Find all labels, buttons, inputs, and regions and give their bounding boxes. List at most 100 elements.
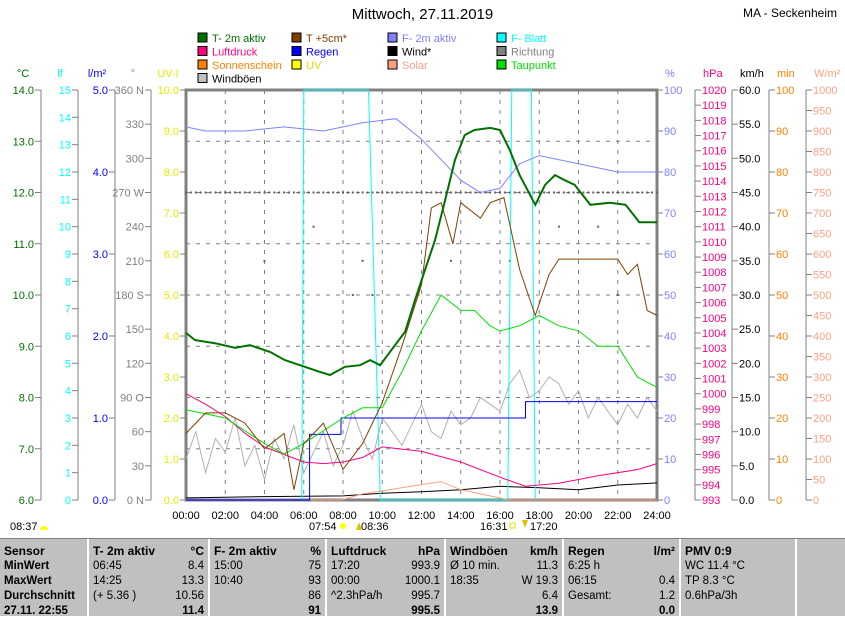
axis-tick-label: 250 <box>813 393 831 405</box>
axis-tick-label: 999 <box>702 404 720 416</box>
legend-swatch <box>387 32 398 43</box>
axis-tick-label: 50 <box>664 290 676 302</box>
axis-tick-label: 13.0 <box>13 136 34 148</box>
direction-dot <box>332 191 335 194</box>
axis-tick-label: 10.0 <box>158 85 179 97</box>
direction-dot <box>538 191 541 194</box>
direction-dot <box>376 191 379 194</box>
table-cell: 995.5 <box>331 604 440 619</box>
table-cell: (+ 5.36 ) 10.56 <box>93 589 204 604</box>
direction-dot <box>263 191 266 194</box>
axis-tick-label: 998 <box>702 419 720 431</box>
cell-value: hPa <box>417 544 440 558</box>
direction-dot <box>494 191 497 194</box>
axis-tick-label: 100 <box>813 454 831 466</box>
table-cell: 17:20 993.9 <box>331 559 440 574</box>
cell-label: Regen <box>568 544 605 558</box>
axis-tick-label: 5.0 <box>93 85 108 97</box>
x-tick-label: 22:00 <box>604 510 632 522</box>
direction-dot <box>503 191 506 194</box>
direction-dot <box>646 191 649 194</box>
axis-unit-rain: l/m² <box>88 68 107 80</box>
cell-label: WC 11.4 °C <box>685 560 745 572</box>
direction-dot <box>415 191 418 194</box>
legend-label-12: Windböen <box>212 74 262 86</box>
axis-tick-label: 90 <box>664 126 676 138</box>
series-solar <box>186 481 657 501</box>
direction-dot <box>489 191 492 194</box>
direction-dot <box>405 191 408 194</box>
cell-value: 91 <box>308 605 321 617</box>
legend-label-9: UV <box>306 60 322 72</box>
direction-dot <box>616 294 619 296</box>
cell-label: 06:15 <box>568 575 597 587</box>
axis-tick-label: 4.0 <box>164 331 179 343</box>
cell-label: 17:20 <box>331 560 360 572</box>
table-cell: MaxWert <box>4 574 83 589</box>
direction-dot <box>199 191 202 194</box>
axis-tick-label: 60 <box>664 249 676 261</box>
axis-tick-label: 30 <box>664 372 676 384</box>
arrow-down-icon <box>522 520 528 528</box>
legend-label-3: F- Blatt <box>511 33 546 45</box>
direction-dot <box>420 191 423 194</box>
cell-label: PMV 0:9 <box>685 544 732 558</box>
legend-label-4: Luftdruck <box>212 47 258 59</box>
cell-value: 10.56 <box>175 590 204 602</box>
legend-label-11: Taupunkt <box>511 60 556 72</box>
table-cell: TP 8.3 °C <box>685 574 791 589</box>
cell-label: 10:40 <box>214 575 243 587</box>
cell-label: MinWert <box>4 560 50 572</box>
direction-dot <box>435 191 438 194</box>
direction-dot <box>636 191 639 194</box>
direction-dot <box>597 191 600 194</box>
axis-tick-label: 150 <box>813 434 831 446</box>
axis-tick-label: 7 <box>65 304 71 316</box>
axis-tick-label: 13 <box>59 140 71 152</box>
axis-tick-label: 1012 <box>702 206 726 218</box>
chart-title: Mittwoch, 27.11.2019 <box>351 6 494 23</box>
axis-tick-label: 11.0 <box>13 239 34 251</box>
axis-tick-label: 2.0 <box>93 331 108 343</box>
axis-tick-label: 1019 <box>702 100 726 112</box>
cell-label: T- 2m aktiv <box>93 544 156 558</box>
axis-wm2: W/m²100095090085080075070065060055050045… <box>805 68 841 507</box>
table-cell: T- 2m aktiv °C <box>93 544 204 559</box>
cell-label: F- 2m aktiv <box>214 544 277 558</box>
direction-dot <box>552 191 555 194</box>
direction-dot <box>562 191 565 194</box>
table-cell: Sensor <box>4 544 83 559</box>
axis-tick-label: 1009 <box>702 252 726 264</box>
axis-tick-label: 1014 <box>702 176 726 188</box>
table-cell: 6:25 h <box>568 559 675 574</box>
table-cell: 18:35 W 19.3 <box>450 574 558 589</box>
direction-dot <box>258 191 261 194</box>
legend-swatch <box>197 59 208 70</box>
axis-tick-label: 180 S <box>115 290 144 302</box>
axis-tick-label: 1008 <box>702 267 726 279</box>
axis-rain: l/m² 5.0 4.0 3.0 2.0 1.0 0.0 <box>88 68 116 507</box>
direction-dot <box>366 191 369 194</box>
cell-value: l/m² <box>653 544 675 558</box>
axis-unit-wm2: W/m² <box>814 68 841 80</box>
direction-dot <box>513 191 516 194</box>
cell-value: 93 <box>308 575 321 587</box>
axis-tick-label: 650 <box>813 229 831 241</box>
cell-label: Durchschnitt <box>4 590 75 602</box>
axis-unit-c: °C <box>17 68 29 80</box>
axis-tick-label: 90 <box>776 126 788 138</box>
axis-tick-label: 9 <box>65 249 71 261</box>
table-cell: 6.4 <box>450 589 558 604</box>
axis-tick-label: 2.0 <box>164 413 179 425</box>
x-tick-label: 04:00 <box>251 510 279 522</box>
axis-tick-label: 300 <box>126 153 144 165</box>
direction-dot <box>611 191 614 194</box>
axis-tick-label: 20 <box>776 413 788 425</box>
legend-label-1: T +5cm* <box>306 33 348 45</box>
cell-value: 993.9 <box>411 560 440 572</box>
axis-c: °C 14.0 13.0 12.0 11.0 10.0 9.0 8.0 7.0 6.0 <box>13 68 42 507</box>
table-cell: PMV 0:9 <box>685 544 791 559</box>
direction-dot <box>288 191 291 194</box>
axis-tick-label: 50 <box>813 475 825 487</box>
direction-dot <box>557 191 560 194</box>
